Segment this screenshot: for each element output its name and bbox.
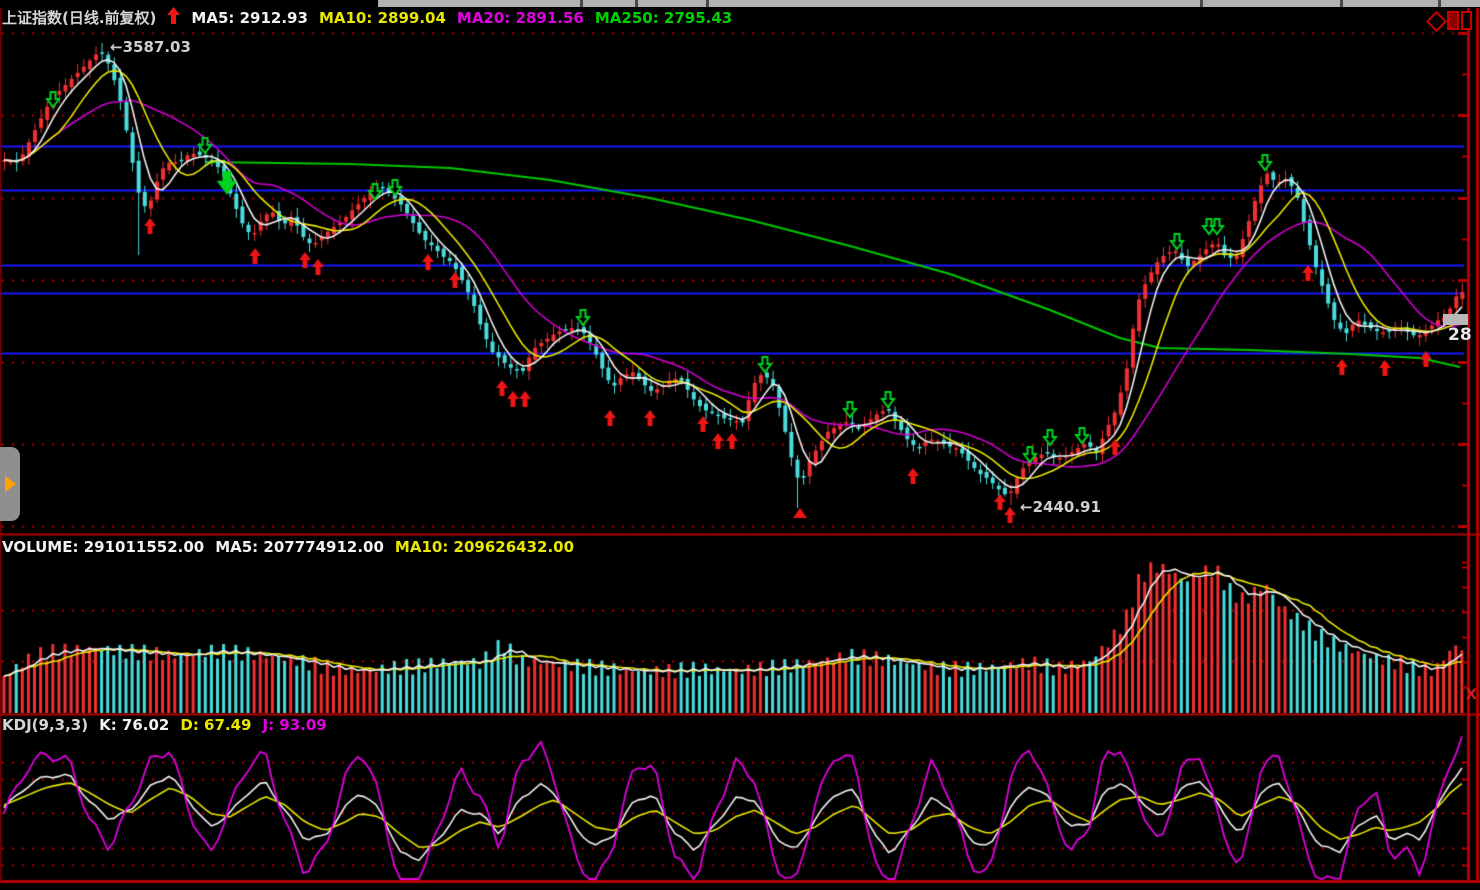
split-window-left-rect bbox=[1447, 11, 1459, 30]
volume-value: VOLUME: 291011552.00 bbox=[2, 538, 205, 556]
ma20-value: MA20: 2891.56 bbox=[456, 8, 584, 27]
current-price-tag bbox=[1443, 314, 1468, 325]
toolbar-notch bbox=[635, 0, 638, 7]
toolbar-notch bbox=[1200, 0, 1203, 7]
current-price-text: 28 bbox=[1448, 325, 1472, 345]
main-chart-header: 上证指数(日线.前复权) MA5: 2912.93 MA10: 2899.04 … bbox=[2, 7, 732, 28]
split-window-right-rect bbox=[1461, 11, 1472, 30]
toolbar-notch bbox=[706, 0, 709, 7]
ma250-value: MA250: 2795.43 bbox=[594, 8, 733, 27]
kdj-k-value: K: 76.02 bbox=[99, 716, 170, 734]
volume-ma10-value: MA10: 209626432.00 bbox=[394, 538, 575, 556]
expand-arrow-icon bbox=[4, 476, 16, 492]
kdj-header: KDJ(9,3,3) K: 76.02 D: 67.49 J: 93.09 bbox=[2, 716, 327, 734]
sidebar-expand-handle[interactable] bbox=[0, 447, 20, 521]
ma10-value: MA10: 2899.04 bbox=[318, 8, 446, 27]
main-chart-pane[interactable] bbox=[0, 8, 1480, 534]
kdj-d-value: D: 67.49 bbox=[180, 716, 252, 734]
split-window-icon[interactable] bbox=[1447, 11, 1472, 30]
volume-header: VOLUME: 291011552.00 MA5: 207774912.00 M… bbox=[2, 538, 574, 556]
high-price-label: ←3587.03 bbox=[110, 38, 191, 56]
kdj-name: KDJ(9,3,3) bbox=[2, 716, 89, 734]
toolbar-bottom-strip bbox=[378, 0, 1480, 7]
ma5-value: MA5: 2912.93 bbox=[191, 8, 308, 27]
volume-pane[interactable] bbox=[0, 536, 1480, 714]
signal-up-arrow-icon bbox=[167, 7, 181, 28]
indicator-close-icon[interactable]: X bbox=[1466, 687, 1477, 703]
kdj-pane[interactable] bbox=[0, 716, 1480, 881]
low-price-label: ←2440.91 bbox=[1020, 498, 1101, 516]
kdj-j-value: J: 93.09 bbox=[262, 716, 327, 734]
toolbar-notch bbox=[1438, 0, 1441, 7]
chart-title: 上证指数(日线.前复权) bbox=[2, 9, 157, 27]
toolbar-notch bbox=[1340, 0, 1343, 7]
volume-ma5-value: MA5: 207774912.00 bbox=[215, 538, 384, 556]
toolbar-notch bbox=[580, 0, 583, 7]
